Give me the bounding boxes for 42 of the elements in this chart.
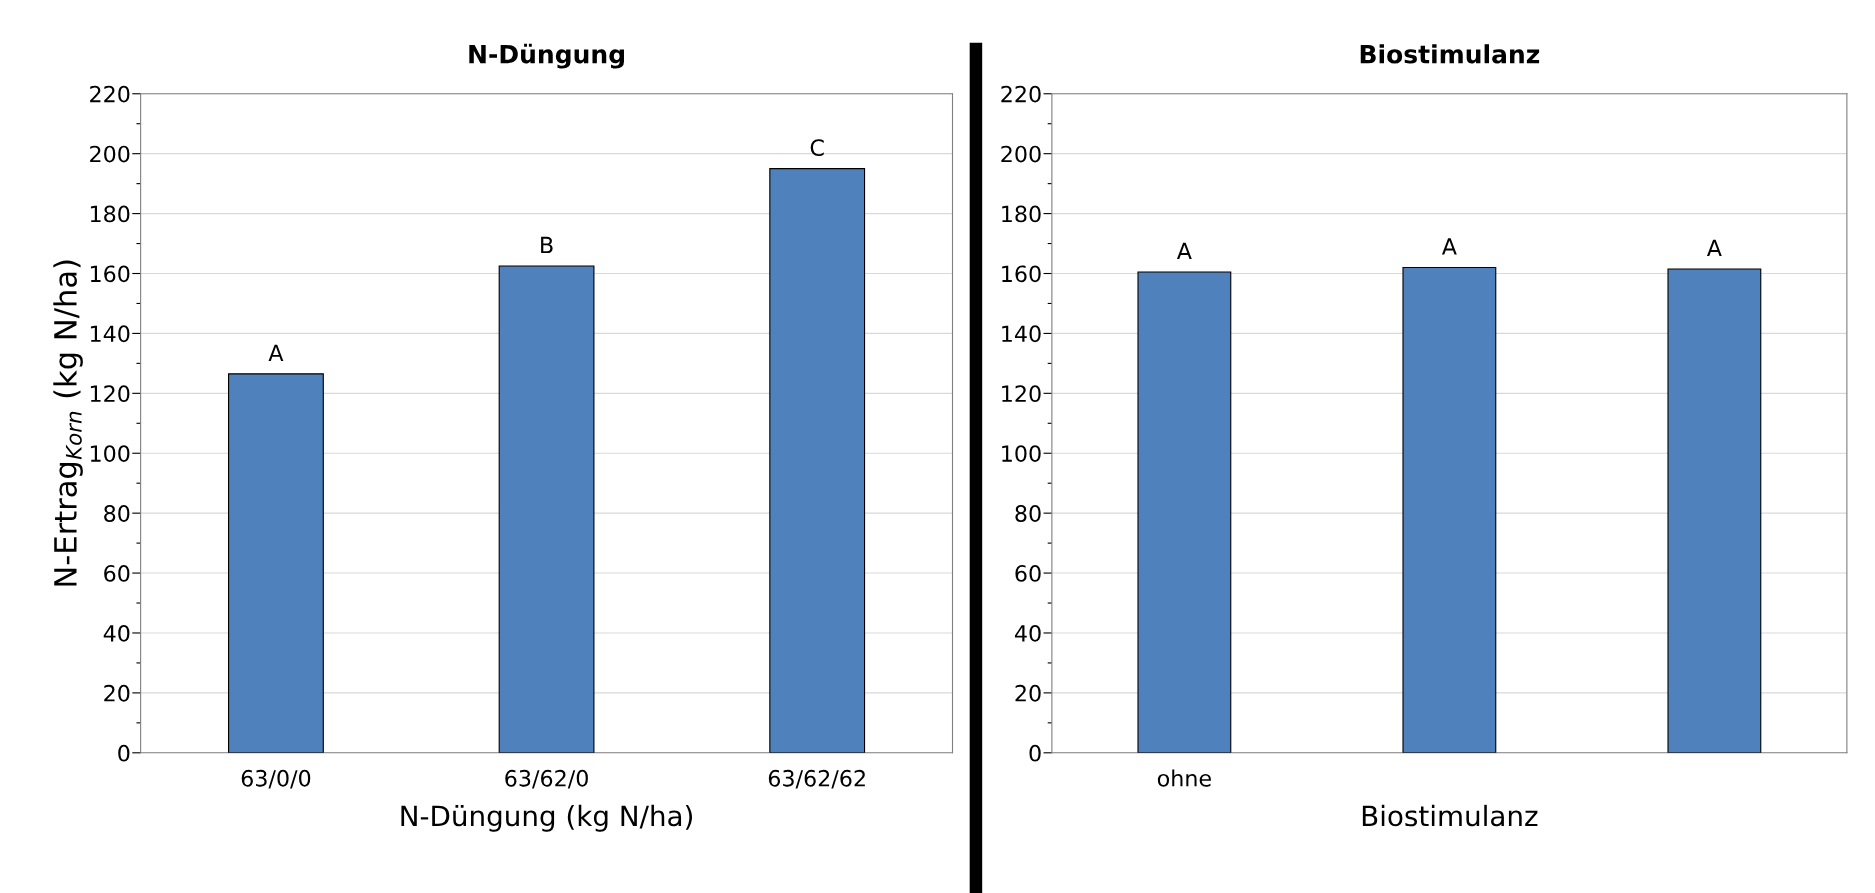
y-tick-label: 80 — [1015, 505, 1041, 522]
y-tick-label: 0 — [1029, 744, 1041, 762]
x-tick-label: 63/62/62 — [768, 769, 865, 789]
y-tick-label: 80 — [104, 505, 130, 522]
y-tick-label: 0 — [118, 744, 130, 762]
y-tick-label: 140 — [90, 325, 130, 343]
annotation: A — [1441, 238, 1457, 255]
x-tick-label: ohne — [1157, 769, 1211, 787]
y-tick-label: 220 — [90, 85, 130, 103]
bar — [498, 265, 595, 753]
x-axis-title: Biostimulanz — [1362, 804, 1538, 827]
annotation: A — [1706, 239, 1722, 257]
x-axis-title: N-Düngung (kg N/ha) — [401, 804, 693, 832]
y-tick-label: 160 — [1002, 265, 1041, 283]
chart-title: Biostimulanz — [1360, 44, 1540, 64]
y-tick-label: 200 — [1001, 145, 1041, 163]
y-tick-label: 160 — [90, 265, 130, 283]
y-tick-label: 60 — [1015, 565, 1041, 582]
y-axis-title: N-Ertrag$_{Korn}$ (kg N/ha) — [53, 260, 83, 586]
y-tick-label: 180 — [90, 205, 130, 223]
annotation: A — [1176, 242, 1192, 260]
bar — [228, 373, 324, 753]
y-tick-label: 60 — [104, 565, 130, 582]
y-tick-label: 120 — [90, 385, 130, 403]
annotation: C — [810, 139, 824, 157]
annotation: A — [268, 344, 284, 361]
annotation: B — [541, 236, 553, 254]
y-tick-label: 180 — [1002, 205, 1041, 223]
y-tick-label: 100 — [90, 445, 130, 462]
y-tick-label: 40 — [1014, 624, 1041, 642]
chart-title: N-Düngung — [469, 43, 624, 69]
x-tick-label: 63/62/0 — [505, 769, 588, 789]
y-tick-label: 100 — [1002, 445, 1041, 462]
y-tick-label: 120 — [1002, 385, 1041, 403]
y-tick-label: 20 — [1015, 684, 1041, 702]
y-tick-label: 220 — [1001, 85, 1041, 103]
y-tick-label: 20 — [104, 684, 130, 702]
x-tick-label: 63/0/0 — [241, 769, 311, 789]
y-tick-label: 200 — [90, 145, 130, 163]
y-tick-label: 140 — [1002, 325, 1041, 343]
bar — [769, 168, 866, 753]
y-tick-label: 40 — [103, 624, 130, 642]
